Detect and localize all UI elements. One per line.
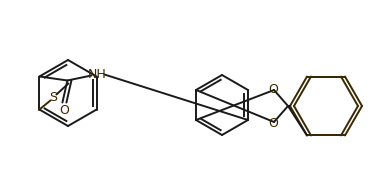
Text: NH: NH [88,68,107,81]
Text: S: S [49,91,57,104]
Text: O: O [268,116,278,129]
Text: O: O [59,104,69,117]
Text: O: O [268,83,278,95]
